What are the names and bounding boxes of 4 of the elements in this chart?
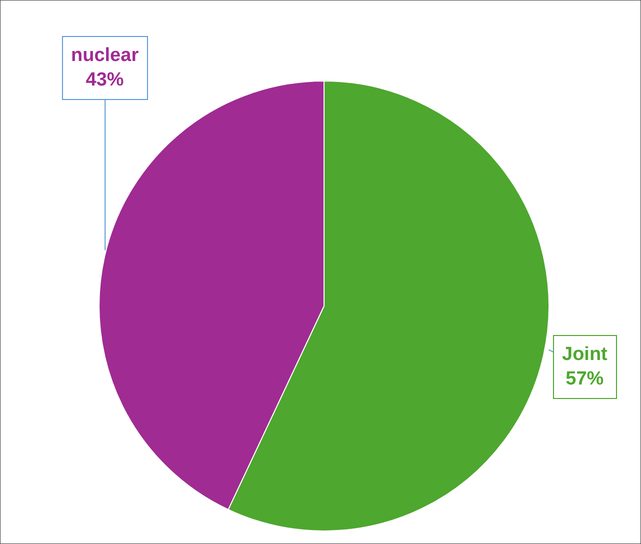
data-label: 57% xyxy=(566,368,604,390)
slice-label: nuclear xyxy=(71,45,140,66)
slice-label: Joint xyxy=(562,344,608,365)
data-label: 43% xyxy=(86,70,124,91)
